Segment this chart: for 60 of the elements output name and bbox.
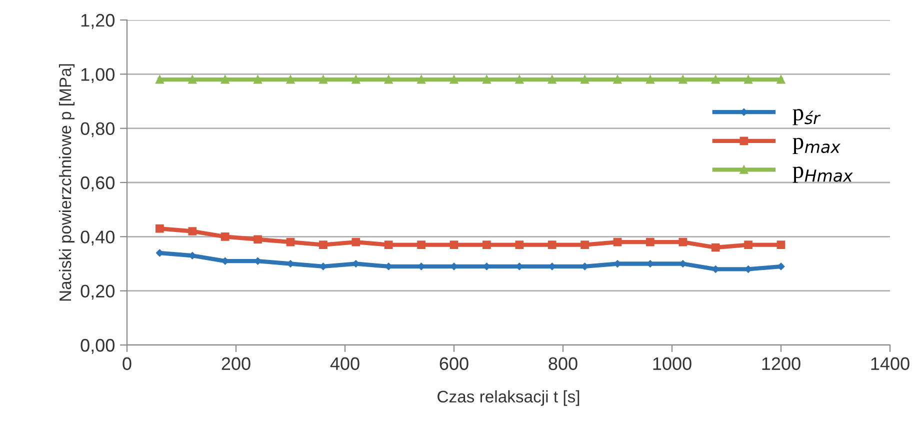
- point: [220, 232, 230, 241]
- point: [188, 75, 197, 84]
- point: [286, 238, 295, 246]
- point: [613, 238, 622, 246]
- y-tick-label: 0,40: [80, 230, 114, 246]
- y-axis-title: Naciski powierzchniowe p [MPa]: [58, 64, 74, 301]
- point: [482, 240, 491, 249]
- point: [580, 240, 589, 249]
- point: [678, 238, 688, 246]
- point: [548, 240, 556, 249]
- point: [254, 75, 262, 84]
- point: [352, 75, 360, 84]
- point: [515, 75, 524, 84]
- point: [319, 75, 328, 84]
- point: [254, 235, 262, 244]
- point: [156, 224, 164, 233]
- point: [613, 75, 622, 84]
- point: [450, 240, 458, 249]
- point: [711, 243, 720, 252]
- x-tick-label: 600: [440, 357, 468, 370]
- y-tick-label: 1,20: [81, 14, 114, 29]
- x-axis-title: Czas relaksacji t [s]: [438, 390, 580, 406]
- y-tick-label: 0,20: [80, 284, 114, 300]
- point: [646, 75, 654, 84]
- legend-label: p$_{śr}$: [792, 109, 821, 126]
- y-tick-label: 0,00: [80, 338, 114, 354]
- point: [515, 240, 524, 249]
- x-tick-label: 1000: [653, 357, 692, 370]
- point: [384, 240, 393, 249]
- point: [744, 75, 752, 84]
- x-tick-label: 800: [548, 357, 578, 370]
- point: [156, 75, 164, 84]
- y-tick-label: 0,60: [80, 176, 114, 192]
- point: [678, 75, 688, 84]
- y-tick-label: 0,80: [80, 122, 114, 138]
- point: [580, 75, 589, 84]
- point: [286, 75, 295, 84]
- point: [711, 75, 720, 84]
- point: [417, 240, 426, 249]
- point: [384, 75, 393, 84]
- point: [646, 238, 654, 246]
- point: [744, 240, 752, 249]
- point: [188, 227, 197, 236]
- legend-label: p$_{max}$: [792, 138, 841, 154]
- point: [482, 75, 491, 84]
- x-tick-label: 0: [122, 357, 132, 370]
- point: [417, 75, 426, 84]
- point: [548, 75, 556, 84]
- point: [319, 240, 328, 249]
- point: [450, 75, 458, 84]
- point: [352, 238, 360, 246]
- y-tick-label: 1,00: [81, 68, 114, 84]
- point: [776, 75, 786, 84]
- x-tick-label: 200: [222, 357, 250, 370]
- x-tick-label: 400: [330, 357, 360, 370]
- x-tick-label: 1400: [871, 357, 910, 370]
- x-tick-label: 1200: [762, 357, 800, 370]
- point: [776, 240, 786, 249]
- point: [220, 75, 230, 84]
- legend-label: p$_{Hmax}$: [792, 166, 853, 183]
